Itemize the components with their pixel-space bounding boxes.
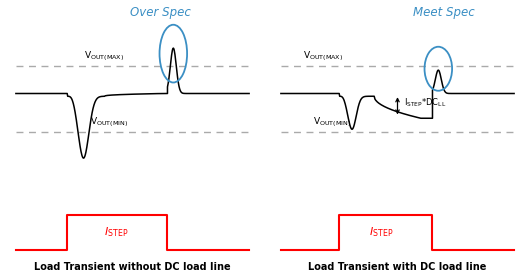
Text: V$_{\rm OUT(MIN)}$: V$_{\rm OUT(MIN)}$ — [313, 115, 351, 129]
Text: I$_{\rm STEP}$*DC$_{\rm LL}$: I$_{\rm STEP}$*DC$_{\rm LL}$ — [404, 97, 446, 109]
Text: V$_{\rm OUT(MAX)}$: V$_{\rm OUT(MAX)}$ — [84, 49, 125, 63]
Text: I$_{\rm STEP}$: I$_{\rm STEP}$ — [104, 226, 128, 239]
Text: Meet Spec: Meet Spec — [413, 6, 475, 19]
Text: Load Transient with DC load line: Load Transient with DC load line — [308, 262, 487, 272]
Text: V$_{\rm OUT(MIN)}$: V$_{\rm OUT(MIN)}$ — [90, 115, 128, 129]
Text: I$_{\rm STEP}$: I$_{\rm STEP}$ — [369, 226, 393, 239]
Text: Load Transient without DC load line: Load Transient without DC load line — [34, 262, 231, 272]
Text: V$_{\rm OUT(MAX)}$: V$_{\rm OUT(MAX)}$ — [303, 49, 343, 63]
Text: Over Spec: Over Spec — [130, 6, 191, 19]
